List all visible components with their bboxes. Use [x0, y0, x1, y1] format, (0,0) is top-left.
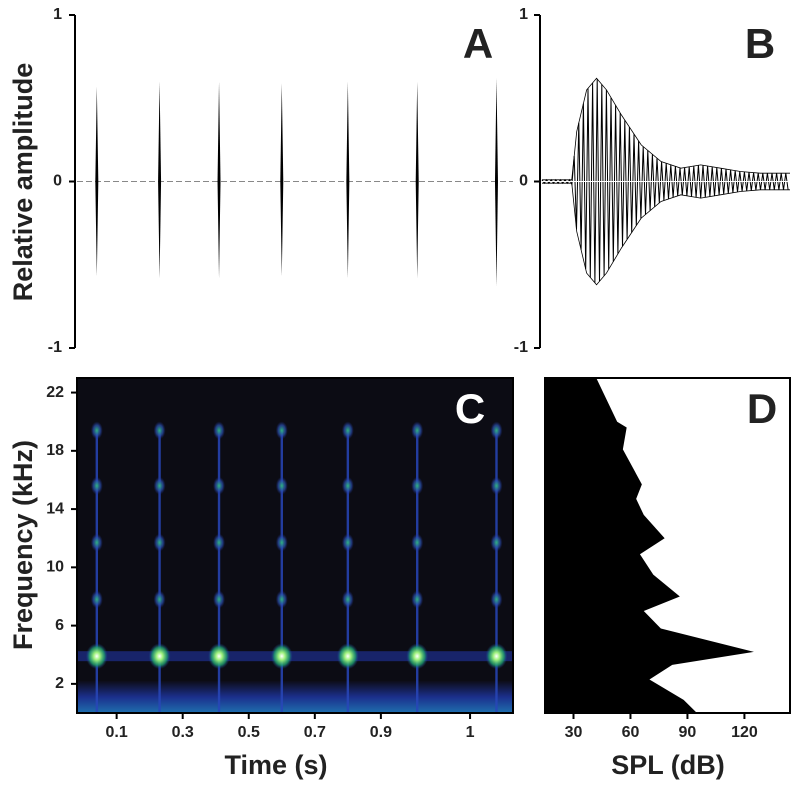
harmonic [411, 476, 424, 495]
y-axis-title: Frequency (kHz) [8, 440, 38, 650]
harmonic [213, 476, 226, 495]
x-tick-label: 0.9 [370, 724, 392, 741]
harmonic [213, 533, 226, 552]
y-tick-label: 14 [46, 500, 64, 517]
pulse-trace [416, 430, 419, 713]
harmonic [411, 533, 424, 552]
fundamental-band [77, 651, 513, 662]
harmonic [275, 590, 288, 609]
harmonic [490, 421, 503, 440]
harmonic [275, 421, 288, 440]
spectrogram-bg [77, 378, 513, 713]
x-tick-label: 90 [679, 724, 697, 741]
y-tick-label: 0 [519, 173, 528, 190]
harmonic [275, 533, 288, 552]
x-tick-label: 0.1 [106, 724, 128, 741]
pulse-trace [346, 430, 350, 713]
harmonic [148, 643, 171, 670]
spectrum-area [545, 378, 754, 713]
harmonic [341, 590, 354, 609]
pulse [346, 81, 350, 279]
harmonic [208, 643, 231, 670]
x-tick-label: 30 [565, 724, 583, 741]
x-tick-label: 0.7 [304, 724, 326, 741]
harmonic [153, 590, 166, 609]
pulse [217, 81, 221, 279]
pulse [95, 86, 99, 277]
harmonic [490, 590, 503, 609]
harmonic [336, 643, 359, 670]
envelope-lower [542, 182, 790, 286]
harmonic [411, 590, 424, 609]
harmonic [90, 476, 103, 495]
harmonic [411, 421, 424, 440]
spectrum-content [545, 378, 754, 713]
y-tick-label: 6 [55, 617, 64, 634]
y-axis-title: Relative amplitude [8, 63, 38, 302]
harmonic [406, 643, 429, 670]
pulse [494, 78, 498, 287]
y-tick-label: 2 [55, 675, 64, 692]
frame [76, 377, 514, 714]
y-tick-label: 10 [46, 559, 64, 576]
panel-label: B [745, 20, 775, 67]
pulse-trace [495, 430, 498, 713]
pulse-trace [280, 430, 283, 713]
harmonic [85, 643, 108, 670]
pulse-trace [217, 430, 221, 713]
harmonic [341, 476, 354, 495]
harmonic [490, 533, 503, 552]
waveform [541, 78, 789, 283]
x-tick-label: 0.3 [172, 724, 194, 741]
x-axis-title: Time (s) [224, 750, 327, 780]
frame [544, 377, 791, 714]
panel-label: D [747, 385, 777, 432]
pulse-trace [158, 430, 161, 713]
y-tick-label: 18 [46, 442, 64, 459]
harmonic [153, 421, 166, 440]
harmonic [270, 643, 293, 670]
x-axis-title: SPL (dB) [611, 750, 725, 780]
harmonic [485, 643, 508, 670]
harmonic [490, 476, 503, 495]
x-tick-label: 1 [466, 724, 475, 741]
harmonic [341, 533, 354, 552]
harmonic [90, 421, 103, 440]
y-tick-label: 1 [53, 6, 62, 23]
harmonic [90, 533, 103, 552]
envelope-upper [542, 77, 790, 181]
panel-label: C [455, 385, 485, 432]
pulse [158, 81, 162, 279]
harmonic [90, 590, 103, 609]
y-tick-label: -1 [514, 339, 528, 356]
pulse [415, 81, 419, 279]
y-tick-label: 22 [46, 384, 64, 401]
y-tick-label: 1 [519, 6, 528, 23]
harmonic [213, 590, 226, 609]
pulse [280, 83, 284, 277]
spectrogram-content [77, 421, 513, 713]
panel-label: A [463, 20, 493, 67]
x-tick-label: 60 [622, 724, 640, 741]
harmonic [153, 533, 166, 552]
harmonic [213, 421, 226, 440]
x-tick-label: 0.5 [238, 724, 260, 741]
harmonic [341, 421, 354, 440]
harmonic [275, 476, 288, 495]
pulse-trace [95, 430, 99, 713]
noise-band [77, 680, 513, 713]
y-tick-label: -1 [48, 339, 62, 356]
harmonic [153, 476, 166, 495]
x-tick-label: 120 [731, 724, 758, 741]
y-tick-label: 0 [53, 173, 62, 190]
